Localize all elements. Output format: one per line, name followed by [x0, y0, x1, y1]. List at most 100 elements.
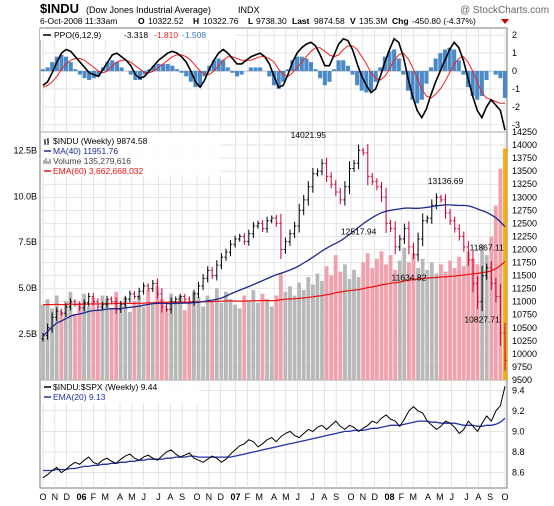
volume-bar — [242, 295, 247, 380]
x-axis-label: J — [156, 492, 161, 502]
price-ohlc-bar — [434, 193, 438, 210]
ppo-histogram-bar — [184, 71, 189, 77]
price-y-tick: 9750 — [512, 362, 532, 372]
volume-bar — [237, 308, 242, 380]
ratio-y-tick: 8.6 — [512, 468, 525, 478]
x-axis-label: A — [321, 492, 327, 502]
x-axis-label: N — [206, 492, 213, 502]
price-ohlc-bar — [315, 168, 320, 177]
price-ohlc-bar — [439, 194, 443, 203]
price-ohlc-bar — [402, 223, 406, 244]
price-ohlc-bar — [233, 235, 237, 248]
price-ohlc-bar — [68, 298, 72, 311]
ppo-y-tick: 2 — [512, 30, 517, 40]
ppo-histogram-bar — [281, 71, 286, 82]
price-y-tick: 11250 — [512, 284, 536, 294]
price-ohlc-bar — [489, 261, 493, 290]
ppo-histogram-bar — [378, 67, 383, 71]
volume-bar — [343, 264, 347, 380]
volume-bar — [118, 304, 123, 380]
price-ohlc-bar — [293, 221, 297, 238]
ppo-signal-line — [42, 45, 505, 104]
ppo-histogram-bar — [401, 71, 406, 75]
volume-bar — [420, 258, 425, 380]
volume-bar — [228, 299, 233, 380]
ppo-y-tick: -3 — [512, 120, 520, 130]
ppo-histogram-bar — [290, 60, 295, 72]
ppo-histogram-bar — [285, 69, 290, 71]
price-ohlc-bar — [384, 187, 388, 233]
price-y-tick: 11000 — [512, 297, 536, 307]
volume-bar — [288, 286, 292, 380]
legend-swatch-volume — [43, 158, 51, 164]
x-axis-label: J — [310, 492, 315, 502]
volume-bar — [429, 262, 434, 380]
price-ohlc-bar — [160, 288, 164, 313]
price-annotations: 14021.95 12517.94 13136.69 11634.82 11867.11… — [291, 130, 504, 325]
axis-labels: O N D 06 F M A M J J A S O N D 07 F M A M J J A S O N D 08 F M A M J J A S O… — [13, 30, 537, 502]
ratio-y-tick: 9.4 — [512, 385, 525, 395]
volume-bar — [63, 301, 68, 380]
price-ohlc-bar — [78, 301, 82, 311]
volume-bar — [301, 290, 306, 380]
ppo-legend-value-hist: -1.508 — [182, 30, 206, 40]
ppo-histogram-bar — [198, 71, 203, 88]
volume-bar — [480, 244, 484, 380]
ppo-histogram-bar — [359, 71, 364, 91]
price-ohlc-bar — [421, 213, 425, 247]
volume-bar — [187, 301, 192, 380]
ppo-histogram-bar — [151, 65, 156, 72]
price-ohlc-bar — [329, 172, 333, 189]
price-ohlc-bar — [114, 297, 118, 314]
ppo-histogram-bar — [165, 63, 170, 72]
high-value: 10322.76 — [203, 16, 239, 26]
price-ohlc-bar — [119, 300, 123, 313]
price-ohlc-bar — [416, 232, 420, 262]
volume-value: 135.3M — [359, 16, 387, 26]
price-annotation: 11634.82 — [392, 273, 427, 283]
ppo-histogram-bar — [429, 67, 434, 71]
last-label: Last — [292, 16, 310, 26]
ppo-histogram-bar — [174, 69, 179, 71]
volume-bar — [333, 255, 338, 380]
price-ohlc-bar — [357, 144, 361, 170]
volume-bar — [224, 291, 228, 380]
price-ohlc-bar — [100, 301, 105, 310]
price-y-tick: 10000 — [512, 349, 537, 359]
x-axis-label: A — [117, 492, 123, 502]
volume-bar — [269, 306, 274, 380]
volume-bar — [466, 251, 471, 380]
price-y-tick: 10500 — [512, 323, 537, 333]
ppo-histogram-bar — [304, 58, 309, 72]
ppo-histogram-bar — [470, 71, 475, 97]
volume-bar — [347, 279, 352, 380]
volume-y-tick: 10.0B — [13, 191, 37, 201]
volume-bar — [338, 271, 343, 380]
ratio-legend: $INDU:$SPX (Weekly) 9.44 EMA(20) 9.13 — [44, 382, 158, 402]
volume-bar — [219, 302, 224, 380]
legend-ma40: MA(40) 11951.76 — [53, 146, 118, 156]
volume-bar — [503, 148, 507, 380]
volume-y-tick: 12.5B — [13, 145, 37, 155]
ppo-histogram-bar — [119, 67, 124, 71]
ppo-histogram-bar — [50, 62, 55, 72]
ppo-histogram-bar — [493, 71, 498, 75]
ppo-histogram-bar — [276, 71, 281, 89]
ppo-y-tick: -1 — [512, 84, 520, 94]
price-ohlc-bar — [476, 276, 480, 309]
volume-bar — [68, 291, 73, 380]
x-axis-label: D — [217, 492, 224, 502]
ppo-histogram-bar — [188, 71, 193, 82]
ppo-histogram-bar — [105, 62, 110, 72]
x-axis-label: M — [436, 492, 444, 502]
volume-bar — [141, 306, 146, 380]
ppo-histogram-bar — [345, 65, 350, 72]
volume-bar — [41, 304, 45, 380]
volume-ema-line — [42, 261, 506, 306]
x-axis-label: J — [141, 492, 146, 502]
price-y-tick: 9500 — [512, 375, 532, 385]
price-ohlc-bar — [224, 248, 228, 261]
price-ohlc-bar — [338, 187, 342, 205]
price-ohlc-bar — [448, 208, 452, 225]
price-y-tick: 10750 — [512, 310, 537, 320]
